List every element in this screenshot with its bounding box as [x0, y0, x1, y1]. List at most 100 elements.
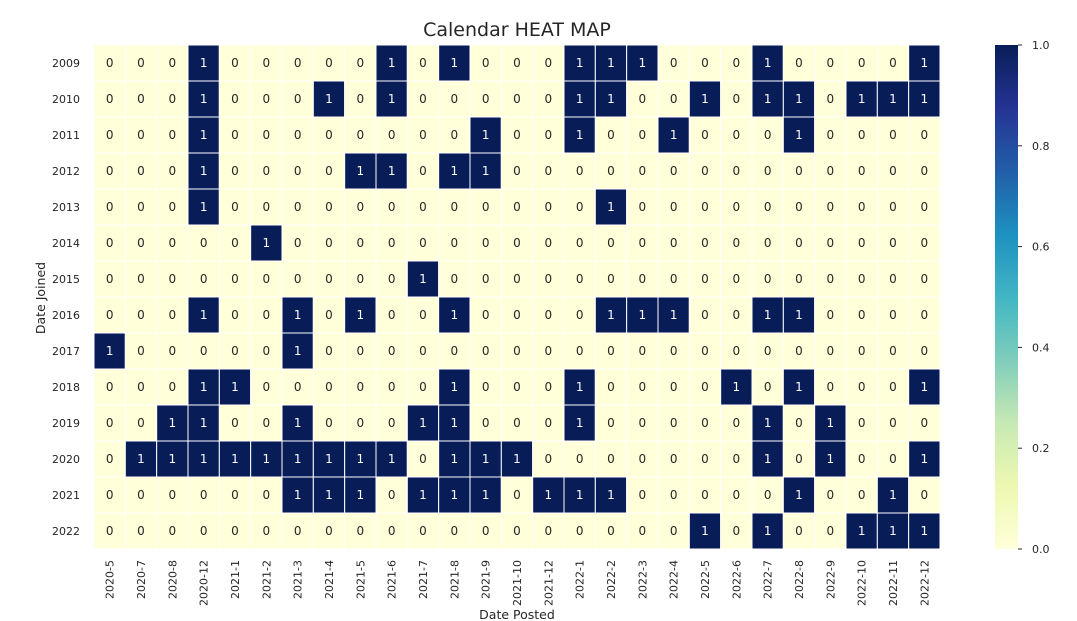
heatmap-cell [93, 332, 126, 370]
cell-value-label: 0 [639, 272, 647, 286]
heatmap-cell [406, 188, 440, 226]
heatmap-cell [250, 512, 283, 550]
heatmap-cell [782, 476, 816, 514]
cell-value-label: 0 [106, 200, 114, 214]
cell-value-label: 0 [263, 56, 271, 70]
heatmap-cell [845, 296, 878, 334]
cell-value-label: 0 [325, 308, 333, 322]
y-tick-label: 2009 [52, 57, 80, 70]
cell-value-label: 0 [106, 236, 114, 250]
cell-value-label: 1 [294, 344, 302, 358]
x-tick-label: 2022-6 [730, 560, 743, 599]
cell-value-label: 0 [325, 344, 333, 358]
cell-value-label: 0 [388, 200, 396, 214]
cell-value-label: 0 [827, 128, 835, 142]
cell-value-label: 0 [451, 272, 459, 286]
heatmap-cell [156, 476, 189, 514]
cell-value-label: 0 [388, 236, 396, 250]
cell-value-label: 0 [670, 452, 678, 466]
cell-value-label: 1 [325, 92, 333, 106]
heatmap-cell [124, 404, 158, 442]
heatmap-cell [594, 260, 628, 298]
cell-value-label: 0 [639, 380, 647, 394]
heatmap-cell [563, 152, 596, 190]
cell-value-label: 1 [607, 308, 615, 322]
cell-value-label: 0 [200, 236, 208, 250]
cell-value-label: 0 [701, 272, 709, 286]
heatmap-cell [657, 512, 690, 550]
heatmap-cell [124, 44, 158, 82]
cell-value-label: 0 [545, 164, 553, 178]
heatmap-cell [688, 44, 722, 82]
colorbar-tick-label: 0.8 [1032, 140, 1050, 153]
heatmap-cell [626, 368, 659, 406]
cell-value-label: 0 [388, 272, 396, 286]
heatmap-cell [187, 476, 220, 514]
heatmap-cell [218, 404, 252, 442]
cell-value-label: 0 [169, 380, 177, 394]
cell-value-label: 0 [639, 452, 647, 466]
cell-value-label: 0 [325, 200, 333, 214]
cell-value-label: 0 [670, 344, 678, 358]
y-tick-label: 2014 [52, 237, 80, 250]
heatmap-cell [782, 152, 816, 190]
cell-value-label: 0 [733, 236, 741, 250]
heatmap-cell [187, 368, 220, 406]
heatmap-cell [657, 116, 690, 154]
cell-value-label: 0 [106, 416, 114, 430]
heatmap-cell [532, 368, 565, 406]
heatmap-cell [312, 368, 346, 406]
cell-value-label: 1 [858, 92, 866, 106]
cell-value-label: 0 [513, 488, 521, 502]
heatmap-cell [782, 368, 816, 406]
cell-value-label: 0 [607, 128, 615, 142]
cell-value-label: 0 [701, 488, 709, 502]
cell-value-label: 0 [921, 164, 929, 178]
heatmap-cell [626, 80, 659, 118]
heatmap-cell [156, 512, 189, 550]
cell-value-label: 0 [169, 56, 177, 70]
cell-value-label: 0 [325, 236, 333, 250]
cell-value-label: 1 [419, 272, 427, 286]
cell-value-label: 0 [513, 416, 521, 430]
cell-value-label: 1 [451, 452, 459, 466]
heatmap-cell [688, 512, 722, 550]
cell-value-label: 0 [764, 128, 772, 142]
heatmap-cell [281, 188, 314, 226]
cell-value-label: 1 [482, 488, 490, 502]
x-axis-label: Date Posted [479, 607, 555, 621]
heatmap-cell [469, 224, 502, 262]
heatmap-cell [312, 44, 346, 82]
cell-value-label: 0 [388, 380, 396, 394]
heatmap-cell [594, 44, 628, 82]
heatmap-cell [344, 512, 377, 550]
heatmap-cell [93, 440, 126, 478]
heatmap-cell [594, 152, 628, 190]
cell-value-label: 0 [670, 236, 678, 250]
heatmap-cell [438, 44, 471, 82]
cell-value-label: 1 [576, 92, 584, 106]
heatmap-cell [500, 260, 534, 298]
heatmap-cell [469, 332, 502, 370]
cell-value-label: 1 [200, 308, 208, 322]
cell-value-label: 0 [294, 92, 302, 106]
cell-value-label: 1 [889, 524, 897, 538]
cell-value-label: 0 [325, 416, 333, 430]
heatmap-cell [250, 368, 283, 406]
x-tick-label: 2022-3 [636, 560, 649, 599]
heatmap-cell [281, 224, 314, 262]
heatmap-cell [908, 512, 941, 550]
cell-value-label: 1 [639, 56, 647, 70]
cell-value-label: 0 [513, 92, 521, 106]
cell-value-label: 1 [733, 380, 741, 394]
cell-value-label: 0 [137, 344, 145, 358]
heatmap-cell [93, 116, 126, 154]
cell-value-label: 0 [701, 56, 709, 70]
cell-value-label: 0 [419, 200, 427, 214]
cell-value-label: 1 [231, 452, 239, 466]
heatmap-cell [469, 368, 502, 406]
cell-value-label: 0 [889, 200, 897, 214]
cell-value-label: 0 [701, 344, 709, 358]
cell-value-label: 0 [733, 416, 741, 430]
cell-value-label: 0 [137, 272, 145, 286]
